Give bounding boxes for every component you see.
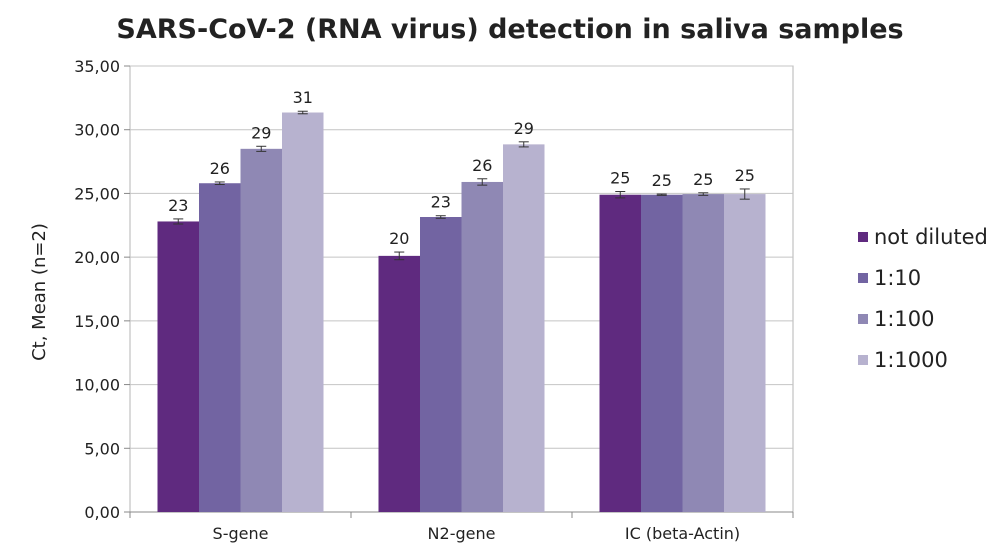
y-tick-label: 25,00 bbox=[74, 184, 120, 203]
y-tick-label: 30,00 bbox=[74, 121, 120, 140]
data-label: 25 bbox=[610, 169, 630, 188]
bar bbox=[503, 144, 545, 512]
bar bbox=[461, 181, 503, 512]
data-label: 25 bbox=[693, 170, 713, 189]
legend-swatch bbox=[858, 273, 868, 283]
y-tick-label: 0,00 bbox=[84, 503, 120, 522]
legend-swatch bbox=[858, 232, 868, 242]
bar bbox=[378, 255, 420, 512]
bar bbox=[682, 194, 724, 512]
legend-swatch bbox=[858, 314, 868, 324]
bar bbox=[641, 194, 683, 512]
data-label: 23 bbox=[168, 196, 188, 215]
data-label: 23 bbox=[431, 193, 451, 212]
data-label: 26 bbox=[472, 156, 492, 175]
y-tick-label: 20,00 bbox=[74, 248, 120, 267]
bars bbox=[157, 110, 766, 513]
legend-swatch bbox=[858, 355, 868, 365]
data-label: 25 bbox=[735, 166, 755, 185]
x-category-label: S-gene bbox=[213, 524, 269, 543]
legend-label: 1:10 bbox=[874, 266, 921, 290]
legend-label: 1:1000 bbox=[874, 348, 948, 372]
data-label: 31 bbox=[293, 88, 313, 107]
data-label: 29 bbox=[251, 123, 271, 142]
legend-label: not diluted bbox=[874, 225, 988, 249]
chart-title: SARS-CoV-2 (RNA virus) detection in sali… bbox=[116, 14, 903, 45]
y-tick-label: 15,00 bbox=[74, 312, 120, 331]
y-tick-label: 5,00 bbox=[84, 439, 120, 458]
bar bbox=[240, 148, 282, 513]
bar bbox=[724, 194, 766, 512]
legend-label: 1:100 bbox=[874, 307, 935, 331]
bar bbox=[282, 112, 324, 513]
data-label: 25 bbox=[652, 171, 672, 190]
bar bbox=[157, 221, 199, 512]
data-label: 29 bbox=[514, 119, 534, 138]
data-label: 20 bbox=[389, 229, 409, 248]
x-category-label: N2-gene bbox=[428, 524, 496, 543]
y-axis-label: Ct, Mean (n=2) bbox=[29, 223, 50, 361]
legend: not diluted 1:10 1:100 1:1000 bbox=[858, 225, 988, 372]
y-tick-label: 10,00 bbox=[74, 376, 120, 395]
bar bbox=[199, 183, 241, 512]
bar bbox=[599, 194, 641, 512]
x-category-label: IC (beta-Actin) bbox=[625, 524, 740, 543]
y-tick-label: 35,00 bbox=[74, 57, 120, 76]
bar bbox=[420, 217, 462, 512]
data-label: 26 bbox=[210, 159, 230, 178]
data-labels: 23 20 25 26 23 25 29 26 25 31 29 25 bbox=[168, 88, 755, 248]
